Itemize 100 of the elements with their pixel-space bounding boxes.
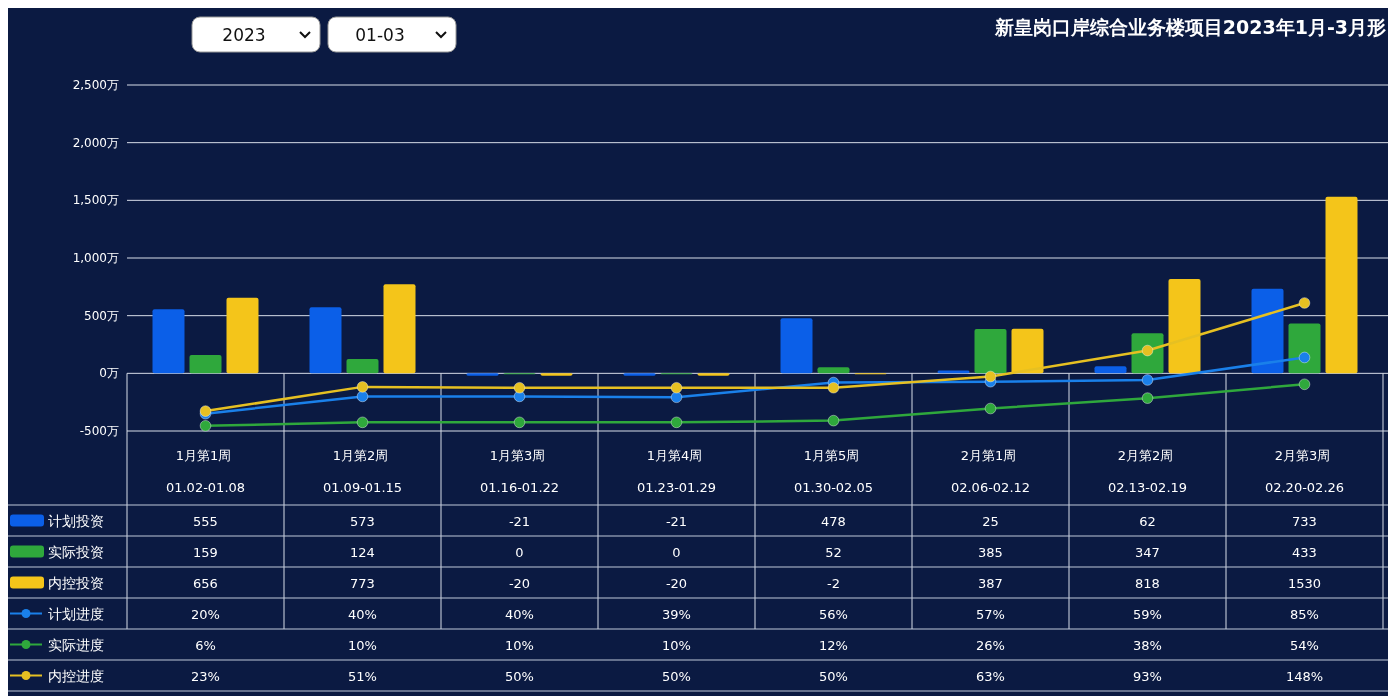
point xyxy=(1298,351,1311,364)
bar xyxy=(466,373,499,376)
point xyxy=(984,370,997,383)
data-label: 1530 xyxy=(1287,575,1322,591)
dropdown-field: 2023 xyxy=(191,16,321,53)
bar xyxy=(309,307,342,374)
data-label: 39% xyxy=(662,606,691,622)
bar xyxy=(697,373,730,376)
bar xyxy=(346,359,379,374)
bar xyxy=(1011,328,1044,374)
point xyxy=(670,416,683,429)
bar xyxy=(189,355,222,374)
data-label: 50% xyxy=(505,668,534,684)
category-label: 1月第5周 01.30-02.05 xyxy=(793,448,874,495)
data-label: 57% xyxy=(976,606,1005,622)
data-label: 12% xyxy=(819,637,848,653)
point xyxy=(1298,378,1311,391)
point xyxy=(1298,297,1311,309)
point xyxy=(356,416,369,429)
data-label: 573 xyxy=(350,513,375,529)
point xyxy=(984,402,997,415)
data-label: -21 xyxy=(508,513,531,529)
legend-label: 计划投资 xyxy=(48,512,104,529)
legend-label: 内控投资 xyxy=(48,574,104,591)
bar xyxy=(1288,323,1321,374)
data-label: 10% xyxy=(662,637,691,653)
dropdown-field: 01-03 xyxy=(327,16,457,53)
data-label: 555 xyxy=(193,513,218,529)
data-label: 40% xyxy=(348,606,377,622)
data-label: 10% xyxy=(505,637,534,653)
category-label: 2月第2周 02.13-02.19 xyxy=(1107,448,1188,495)
data-label: 433 xyxy=(1292,544,1317,560)
data-label: -20 xyxy=(508,575,531,591)
data-label: 85% xyxy=(1290,606,1319,622)
y-tick-label: 0万 xyxy=(99,366,119,381)
data-label: 23% xyxy=(191,668,220,684)
category-label: 1月第2周 01.09-01.15 xyxy=(322,448,403,495)
data-label: 51% xyxy=(348,668,377,684)
data-label: 59% xyxy=(1133,606,1162,622)
point xyxy=(1141,374,1154,386)
data-label: 62 xyxy=(1139,513,1156,529)
bar xyxy=(937,370,970,374)
category-label: 2月第3周 02.20-02.26 xyxy=(1264,448,1345,495)
data-label: 25 xyxy=(982,513,999,529)
point xyxy=(356,381,369,393)
data-label: 0 xyxy=(515,544,524,560)
legend-label: 计划进度 xyxy=(48,605,104,622)
data-label: 818 xyxy=(1135,575,1160,591)
data-label: 478 xyxy=(821,513,846,529)
point xyxy=(356,390,369,403)
data-label: -21 xyxy=(665,513,688,529)
data-label: 159 xyxy=(193,544,218,560)
bar xyxy=(540,373,573,376)
data-label: 773 xyxy=(350,575,375,591)
bar xyxy=(1168,278,1201,374)
bar xyxy=(1094,366,1127,374)
point xyxy=(513,381,526,394)
bar xyxy=(383,284,416,374)
bar xyxy=(623,373,656,376)
y-tick-label: 2,000万 xyxy=(72,135,119,150)
bar xyxy=(780,318,813,374)
data-label: 52 xyxy=(825,544,842,560)
y-tick-label: 2,500万 xyxy=(72,78,119,92)
data-label: 733 xyxy=(1292,513,1317,529)
bar xyxy=(817,367,850,374)
bar xyxy=(226,297,259,374)
data-label: 26% xyxy=(976,637,1005,653)
data-label: 347 xyxy=(1135,544,1160,560)
bar xyxy=(1251,288,1284,374)
point xyxy=(827,381,840,394)
y-tick-label: 1,000万 xyxy=(72,251,119,265)
category-label: 1月第1周 01.02-01.08 xyxy=(165,448,246,495)
category-label: 1月第4周 01.23-01.29 xyxy=(636,448,717,495)
bar xyxy=(1325,196,1358,374)
bar xyxy=(974,328,1007,374)
point xyxy=(199,419,212,432)
legend-label: 内控进度 xyxy=(48,667,104,684)
point xyxy=(827,414,840,427)
chart-title: 新皇岗口岸综合业务楼项目2023年1月-3月形 xyxy=(993,16,1386,38)
data-label: 0 xyxy=(672,544,681,560)
data-label: 387 xyxy=(978,575,1003,591)
y-tick-label: -500万 xyxy=(79,424,119,438)
data-label: 38% xyxy=(1133,637,1162,653)
data-label: 54% xyxy=(1290,637,1319,653)
data-label: 50% xyxy=(819,668,848,684)
legend-label: 实际进度 xyxy=(48,636,104,653)
data-label: 50% xyxy=(662,668,691,684)
data-label: 93% xyxy=(1133,668,1162,684)
data-label: 40% xyxy=(505,606,534,622)
data-label: 148% xyxy=(1285,668,1324,684)
data-label: 6% xyxy=(195,637,216,653)
data-label: 10% xyxy=(348,637,377,653)
data-label: -2 xyxy=(827,575,840,591)
category-label: 1月第3周 01.16-01.22 xyxy=(479,448,560,495)
data-label: 56% xyxy=(819,606,848,622)
data-label: 124 xyxy=(350,544,375,560)
y-tick-label: 500万 xyxy=(84,308,119,323)
data-label: 20% xyxy=(191,606,220,622)
data-label: -20 xyxy=(665,575,688,591)
y-tick-label: 1,500万 xyxy=(72,193,119,208)
